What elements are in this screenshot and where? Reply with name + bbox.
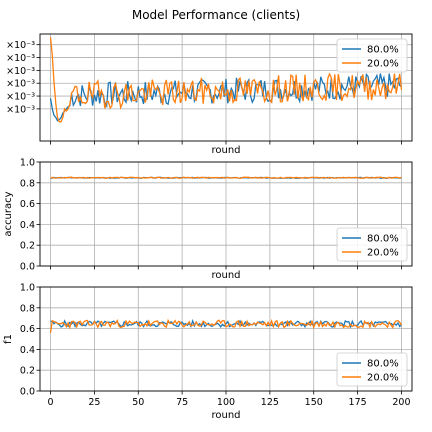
y-tick-label: ×10⁻³ <box>6 92 35 103</box>
figure-title: Model Performance (clients) <box>132 8 300 22</box>
y-tick-label: ×10⁻³ <box>6 53 35 64</box>
x-axis-label: round <box>211 270 240 281</box>
legend: 80.0% 20.0% <box>337 228 407 261</box>
y-tick-label: 1.0 <box>20 283 35 294</box>
y-tick-label: 0.4 <box>20 220 35 231</box>
x-tick-label: 50 <box>132 397 144 408</box>
y-tick-label: 0.6 <box>20 324 35 335</box>
subplot-accuracy: 0.0 0.2 0.4 0.6 0.8 1.0 round accuracy 80.0% 20.0… <box>3 158 412 282</box>
x-tick-label: 25 <box>88 397 100 408</box>
y-tick-label: 0.0 <box>20 387 35 398</box>
y-tick-label: 0.2 <box>20 241 35 252</box>
y-tick-label: ×10⁻³ <box>6 104 35 115</box>
legend-label: 20.0% <box>367 373 399 384</box>
y-tick-label: 0.8 <box>20 303 35 314</box>
y-tick-label: 0.6 <box>20 199 35 210</box>
y-tick-label: ×10⁻³ <box>6 40 35 51</box>
legend: 80.0% 20.0% <box>337 353 407 386</box>
x-tick-label: 0 <box>48 397 54 408</box>
y-tick-label: 0.2 <box>20 366 35 377</box>
x-tick-label: 200 <box>392 397 410 408</box>
y-tick-label: ×10⁻³ <box>6 79 35 90</box>
legend: 80.0% 20.0% <box>337 39 407 72</box>
subplots: ×10⁻³×10⁻³×10⁻³×10⁻³×10⁻³×10⁻³round80.0%… <box>3 34 412 421</box>
y-axis-label: f1 <box>3 334 14 344</box>
x-tick-label: 100 <box>217 397 235 408</box>
x-tick-label: 75 <box>176 397 188 408</box>
x-axis-label: round <box>211 410 240 421</box>
subplot-f1: 0 25 50 75 100 125 150 175 200 0.0 0.2 0.4 0.6 0.8 1.0… <box>3 283 412 422</box>
legend-label: 80.0% <box>367 359 399 370</box>
y-tick-label: 0.4 <box>20 345 35 356</box>
subplot-loss: ×10⁻³×10⁻³×10⁻³×10⁻³×10⁻³×10⁻³round80.0%… <box>6 34 412 156</box>
y-axis-label: accuracy <box>3 191 14 236</box>
y-tick-label: ×10⁻³ <box>6 66 35 77</box>
y-tick-label: 1.0 <box>20 158 35 169</box>
legend-label: 20.0% <box>367 248 399 259</box>
x-tick-label: 125 <box>261 397 279 408</box>
y-tick-label: 0.0 <box>20 262 35 273</box>
x-tick-label: 175 <box>349 397 367 408</box>
x-tick-label: 150 <box>305 397 323 408</box>
legend-label: 20.0% <box>367 59 399 70</box>
legend-label: 80.0% <box>367 234 399 245</box>
x-axis-label: round <box>211 145 240 156</box>
legend-label: 80.0% <box>367 45 399 56</box>
y-tick-label: 0.8 <box>20 178 35 189</box>
